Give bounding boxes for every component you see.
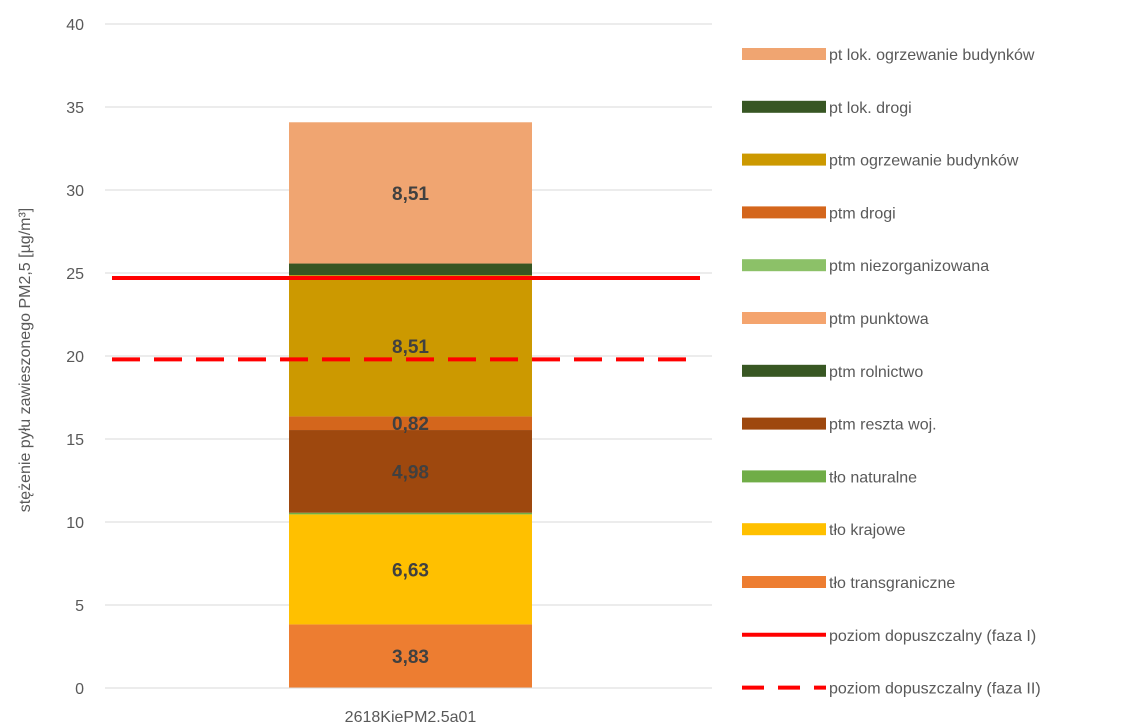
data-label: 6,63: [392, 560, 429, 581]
legend-item: pt lok. drogi: [742, 100, 912, 117]
legend: pt lok. ogrzewanie budynków pt lok. drogi…: [742, 47, 1041, 698]
legend-swatch: [742, 312, 826, 324]
bar-segment: [289, 416, 532, 431]
legend-label: tło transgraniczne: [829, 575, 955, 592]
legend-item: tło krajowe: [742, 522, 906, 539]
y-tick-label: 25: [66, 266, 84, 283]
legend-item: ptm reszta woj.: [742, 417, 937, 434]
legend-label: ptm drogi: [829, 205, 896, 222]
bar-segment: [289, 514, 532, 625]
legend-label: pt lok. ogrzewanie budynków: [829, 47, 1035, 64]
y-tick-label: 20: [66, 349, 84, 366]
y-tick-label: 10: [66, 515, 84, 532]
legend-label: tło naturalne: [829, 469, 917, 486]
legend-item: ptm ogrzewanie budynków: [742, 153, 1019, 170]
legend-item: ptm niezorganizowana: [742, 258, 989, 275]
data-label: 8,51: [392, 337, 429, 358]
legend-item: ptm rolnictwo: [742, 364, 923, 381]
data-label: 8,51: [392, 184, 429, 205]
legend-swatch: [742, 48, 826, 60]
legend-label: pt lok. drogi: [829, 100, 912, 117]
legend-item: poziom dopuszczalny (faza I): [742, 628, 1036, 645]
legend-label: poziom dopuszczalny (faza II): [829, 681, 1041, 698]
y-axis-title: stężenie pyłu zawieszonego PM2,5 [µg/m³]: [17, 208, 34, 512]
legend-label: ptm reszta woj.: [829, 417, 937, 434]
legend-swatch: [742, 523, 826, 536]
legend-label: ptm niezorganizowana: [829, 258, 989, 275]
legend-item: pt lok. ogrzewanie budynków: [742, 47, 1035, 64]
y-tick-label: 40: [66, 17, 84, 34]
y-tick-label: 35: [66, 100, 84, 117]
legend-swatch: [742, 153, 826, 166]
y-tick-label: 5: [75, 598, 84, 615]
legend-item: tło naturalne: [742, 469, 917, 486]
legend-swatch: [742, 364, 826, 377]
legend-swatch: [742, 470, 826, 483]
bar-segment: [289, 430, 532, 513]
bar-segment: [289, 122, 532, 264]
legend-item: poziom dopuszczalny (faza II): [742, 681, 1041, 698]
bar-segment: [289, 512, 532, 515]
reference-lines: [112, 275, 700, 362]
y-axis-ticks: 0 5 10 15 20 25 30 35 40: [66, 17, 84, 698]
legend-swatch: [742, 576, 826, 588]
data-label: 4,98: [392, 462, 429, 483]
legend-label: poziom dopuszczalny (faza I): [829, 628, 1036, 645]
legend-item: tło transgraniczne: [742, 575, 955, 592]
x-tick-label: 2618KiePM2.5a01: [345, 709, 477, 726]
legend-item: ptm drogi: [742, 205, 896, 222]
legend-item: ptm punktowa: [742, 311, 929, 328]
legend-swatch: [742, 206, 826, 219]
legend-label: ptm ogrzewanie budynków: [829, 153, 1019, 170]
legend-swatch: [742, 259, 826, 272]
legend-label: ptm punktowa: [829, 311, 929, 328]
legend-swatch: [742, 100, 826, 113]
bar-segment: [289, 275, 532, 417]
bar-segment: [289, 624, 532, 688]
y-tick-label: 15: [66, 432, 84, 449]
bar-segment: [289, 263, 532, 276]
legend-label: ptm rolnictwo: [829, 364, 923, 381]
x-axis: 2618KiePM2.5a01: [105, 687, 712, 726]
y-tick-label: 30: [66, 183, 84, 200]
y-tick-label: 0: [75, 681, 84, 698]
data-label: 3,83: [392, 647, 429, 668]
bar-segments: [289, 122, 532, 688]
data-labels: 3,83 6,63 4,98 0,82 8,51 8,51: [392, 184, 429, 668]
legend-label: tło krajowe: [829, 522, 906, 539]
legend-swatch: [742, 417, 826, 430]
data-label: 0,82: [392, 414, 429, 435]
